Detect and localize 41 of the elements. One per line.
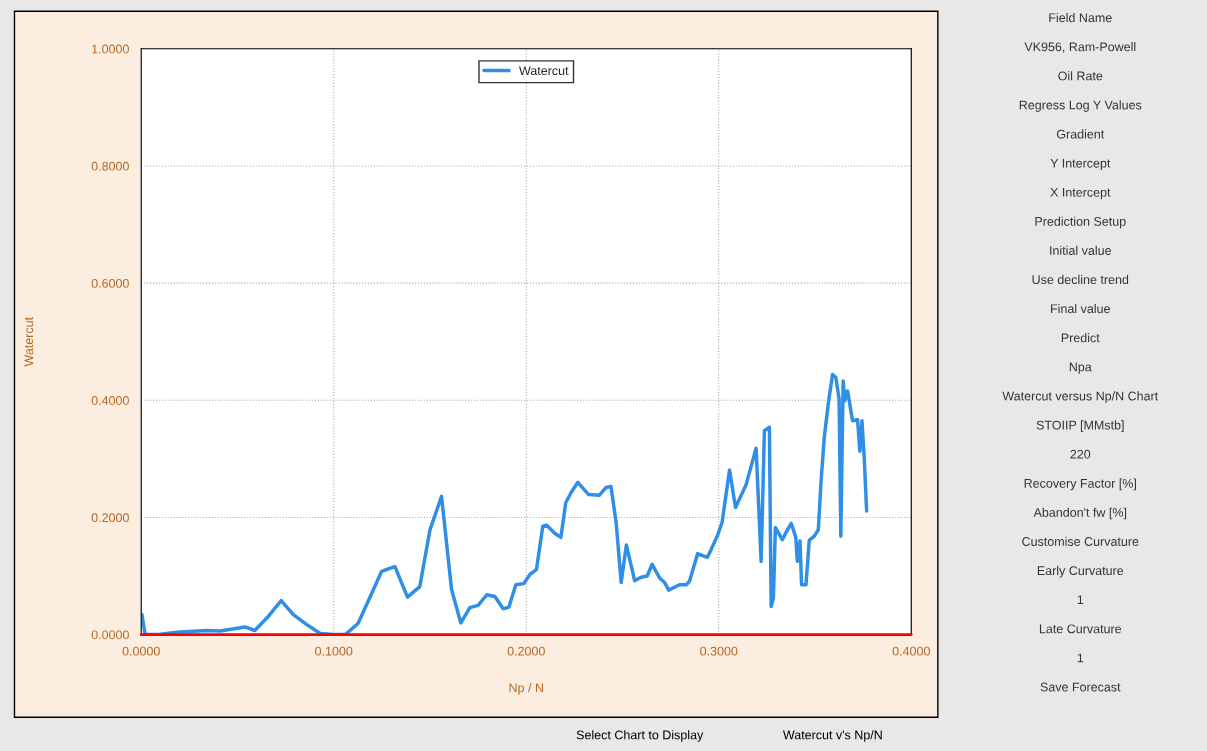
- text: Recovery Factor [%]: [1024, 478, 1136, 491]
- y-tick-label: 1.0000: [92, 44, 129, 54]
- text: 220: [1070, 449, 1091, 459]
- y-tick-label: 0.2000: [91, 513, 129, 523]
- text: 1: [1077, 595, 1084, 605]
- text: Watercut v's Np/N: [782, 730, 882, 742]
- x-tick-label: 0.4000: [892, 646, 930, 656]
- text: 1: [1077, 653, 1084, 663]
- y-tick-label: 0.6000: [91, 278, 129, 288]
- text: Final value: [1051, 303, 1110, 314]
- text: Late Curvature: [1039, 624, 1122, 634]
- y-axis-title: Watercut: [24, 317, 34, 367]
- text: Select Chart to Display: [576, 730, 704, 742]
- text: VK956, Ram-Powell: [1024, 42, 1136, 53]
- x-tick-label: 0.2000: [507, 646, 545, 656]
- text: Oil Rate: [1058, 71, 1103, 81]
- text: X Intercept: [1050, 188, 1111, 200]
- x-axis-title: Np / N: [509, 683, 543, 695]
- y-tick-label: 0.8000: [91, 161, 129, 171]
- y-tick-label: 0.0000: [91, 630, 129, 640]
- text: Early Curvature: [1037, 565, 1124, 578]
- text: Prediction Setup: [1035, 216, 1126, 229]
- text: Watercut versus Np/N Chart: [1002, 391, 1159, 403]
- text: Predict: [1061, 333, 1100, 343]
- text: Gradient: [1056, 129, 1105, 139]
- x-tick-label: 0.3000: [700, 646, 738, 656]
- x-tick-label: 0.1000: [315, 646, 353, 656]
- legend-label: Watercut: [519, 66, 569, 76]
- text: Customise Curvature: [1022, 536, 1139, 546]
- line-series: [141, 372, 869, 635]
- text: Use decline trend: [1032, 274, 1129, 285]
- text: STOIIP [MMstb]: [1036, 420, 1124, 433]
- text: Npa: [1069, 362, 1092, 374]
- text: Save Forecast: [1040, 682, 1121, 692]
- text: Field Name: [1049, 12, 1112, 23]
- x-tick-label: 0.0000: [122, 646, 160, 656]
- text: Y Intercept: [1050, 158, 1111, 171]
- text: Initial value: [1050, 245, 1111, 255]
- text: Regress Log Y Values: [1019, 100, 1142, 112]
- y-tick-label: 0.4000: [91, 396, 129, 405]
- text: Abandon't fw [%]: [1033, 507, 1127, 520]
